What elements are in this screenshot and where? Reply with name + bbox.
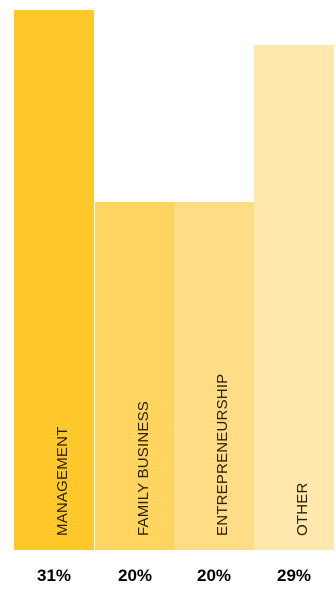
value-label: 20%: [196, 566, 232, 585]
bar-other: OTHER: [254, 45, 334, 550]
value-label: 29%: [276, 566, 312, 585]
value-label: 31%: [36, 566, 72, 585]
value-label: 20%: [117, 566, 153, 585]
bar-entrepreneurship: ENTREPRENEURSHIP: [174, 202, 254, 550]
category-label: OTHER: [294, 482, 311, 537]
category-label: ENTREPRENEURSHIP: [214, 373, 231, 536]
bar-management: MANAGEMENT: [14, 10, 94, 550]
category-label: MANAGEMENT: [54, 426, 71, 536]
bar-family-business: FAMILY BUSINESS: [95, 202, 175, 550]
category-label: FAMILY BUSINESS: [135, 401, 152, 536]
